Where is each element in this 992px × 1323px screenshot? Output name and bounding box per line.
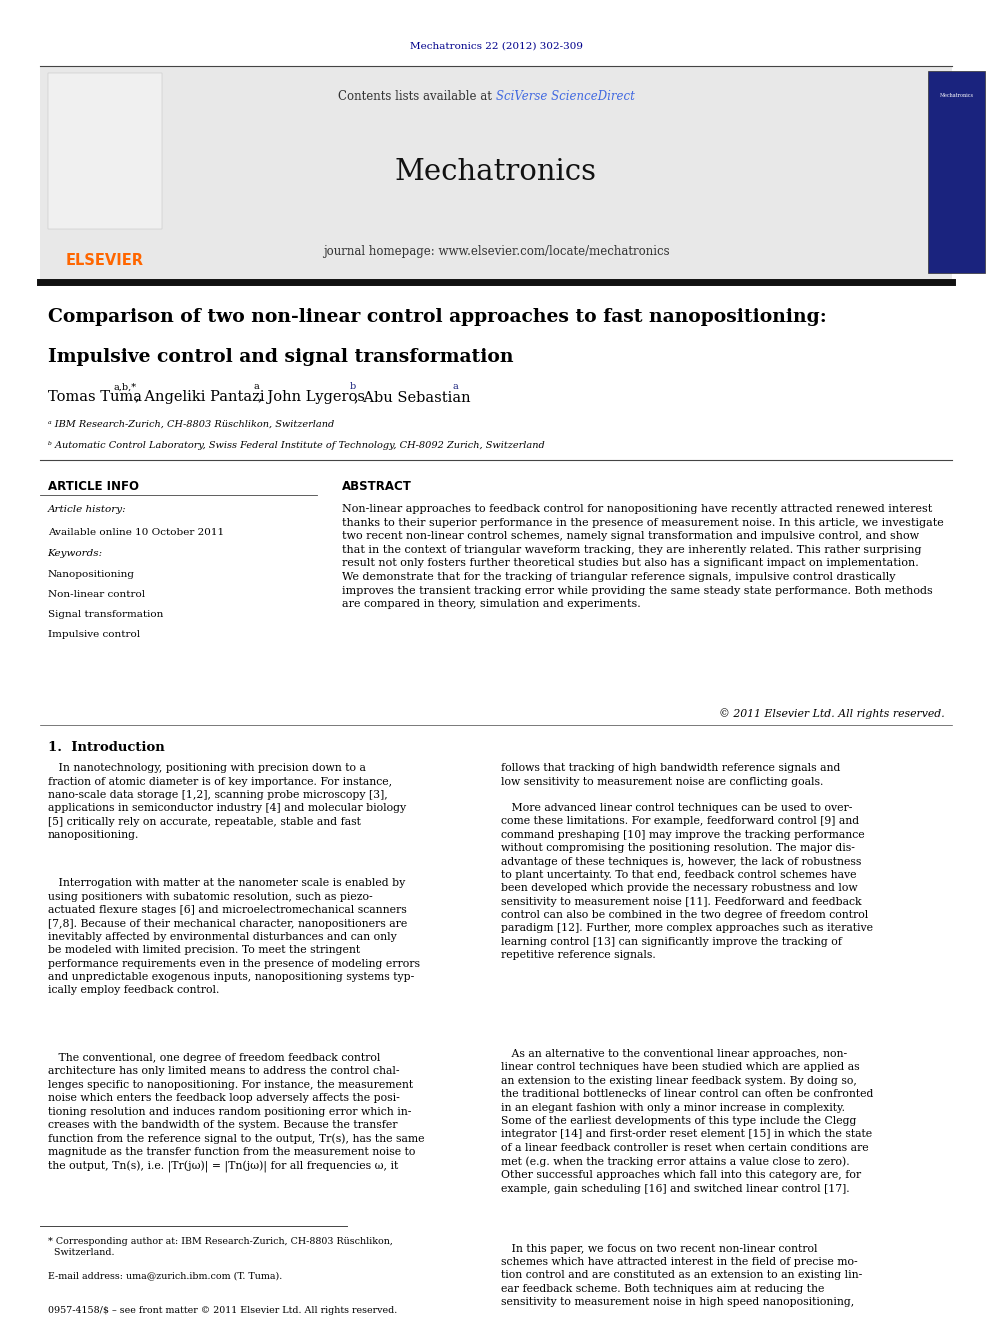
Text: Article history:: Article history:: [48, 505, 126, 515]
Text: © 2011 Elsevier Ltd. All rights reserved.: © 2011 Elsevier Ltd. All rights reserved…: [718, 708, 944, 718]
Text: Interrogation with matter at the nanometer scale is enabled by
using positioners: Interrogation with matter at the nanomet…: [48, 878, 420, 995]
Text: 0957-4158/$ – see front matter © 2011 Elsevier Ltd. All rights reserved.: 0957-4158/$ – see front matter © 2011 El…: [48, 1306, 397, 1315]
Text: ABSTRACT: ABSTRACT: [342, 480, 412, 493]
Text: Mechatronics 22 (2012) 302-309: Mechatronics 22 (2012) 302-309: [410, 42, 582, 50]
Text: As an alternative to the conventional linear approaches, non-
linear control tec: As an alternative to the conventional li…: [501, 1049, 873, 1193]
Text: a: a: [452, 382, 458, 392]
Text: follows that tracking of high bandwidth reference signals and
low sensitivity to: follows that tracking of high bandwidth …: [501, 763, 840, 787]
Text: Impulsive control: Impulsive control: [48, 630, 140, 639]
FancyBboxPatch shape: [48, 73, 162, 229]
FancyBboxPatch shape: [928, 71, 985, 273]
Text: The conventional, one degree of freedom feedback control
architecture has only l: The conventional, one degree of freedom …: [48, 1053, 425, 1174]
FancyBboxPatch shape: [40, 67, 952, 282]
Text: Impulsive control and signal transformation: Impulsive control and signal transformat…: [48, 348, 513, 366]
Text: , John Lygeros: , John Lygeros: [258, 390, 365, 405]
Text: Available online 10 October 2011: Available online 10 October 2011: [48, 528, 224, 537]
Text: Tomas Tuma: Tomas Tuma: [48, 390, 142, 405]
Text: Non-linear approaches to feedback control for nanopositioning have recently attr: Non-linear approaches to feedback contro…: [342, 504, 944, 610]
Text: Mechatronics: Mechatronics: [395, 157, 597, 187]
Text: 1.  Introduction: 1. Introduction: [48, 741, 165, 754]
Text: Keywords:: Keywords:: [48, 549, 103, 558]
Text: Signal transformation: Signal transformation: [48, 610, 163, 619]
Text: * Corresponding author at: IBM Research-Zurich, CH-8803 Rüschlikon,
  Switzerlan: * Corresponding author at: IBM Research-…: [48, 1237, 393, 1257]
Text: Nanopositioning: Nanopositioning: [48, 570, 135, 579]
Text: SciVerse ScienceDirect: SciVerse ScienceDirect: [496, 90, 635, 103]
Text: b: b: [350, 382, 356, 392]
Text: In nanotechnology, positioning with precision down to a
fraction of atomic diame: In nanotechnology, positioning with prec…: [48, 763, 406, 840]
Text: More advanced linear control techniques can be used to over-
come these limitati: More advanced linear control techniques …: [501, 803, 873, 960]
Text: Comparison of two non-linear control approaches to fast nanopositioning:: Comparison of two non-linear control app…: [48, 308, 826, 327]
Text: In this paper, we focus on two recent non-linear control
schemes which have attr: In this paper, we focus on two recent no…: [501, 1244, 862, 1307]
Text: , Abu Sebastian: , Abu Sebastian: [354, 390, 471, 405]
Text: ARTICLE INFO: ARTICLE INFO: [48, 480, 139, 493]
Text: Mechatronics: Mechatronics: [939, 93, 973, 98]
Text: a,b,*: a,b,*: [113, 382, 137, 392]
Text: , Angeliki Pantazi: , Angeliki Pantazi: [135, 390, 265, 405]
Text: a: a: [254, 382, 259, 392]
Text: E-mail address: uma@zurich.ibm.com (T. Tuma).: E-mail address: uma@zurich.ibm.com (T. T…: [48, 1271, 282, 1281]
Text: Non-linear control: Non-linear control: [48, 590, 145, 599]
Text: Contents lists available at: Contents lists available at: [338, 90, 496, 103]
Text: ᵇ Automatic Control Laboratory, Swiss Federal Institute of Technology, CH-8092 Z: ᵇ Automatic Control Laboratory, Swiss Fe…: [48, 441, 545, 450]
Text: journal homepage: www.elsevier.com/locate/mechatronics: journal homepage: www.elsevier.com/locat…: [322, 245, 670, 258]
Text: ᵃ IBM Research-Zurich, CH-8803 Rüschlikon, Switzerland: ᵃ IBM Research-Zurich, CH-8803 Rüschliko…: [48, 419, 334, 429]
Text: ELSEVIER: ELSEVIER: [65, 253, 144, 269]
